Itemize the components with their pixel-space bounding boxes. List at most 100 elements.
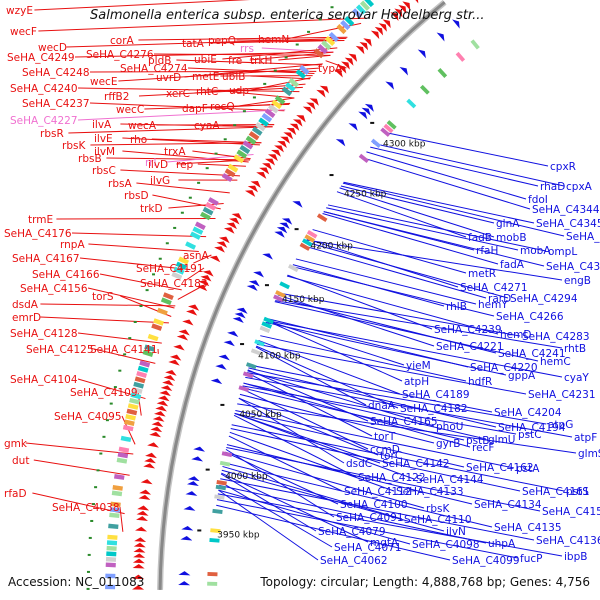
gc-skew-mark <box>86 570 90 573</box>
reverse-gene-connector <box>322 212 499 265</box>
forward-gene-arrow <box>196 284 208 292</box>
forward-gene-label: dapF <box>182 103 208 115</box>
reverse-gene-connector <box>245 376 573 438</box>
reverse-gene-connector <box>219 481 333 548</box>
forward-gene-arrow <box>226 222 238 230</box>
cog-category-band <box>160 297 172 306</box>
reverse-gene-arrow <box>399 66 408 76</box>
kbp-scale-label: 4100 kbp <box>258 352 301 362</box>
forward-gene-arrow <box>341 61 350 70</box>
reverse-gene-label: pstB <box>466 435 489 447</box>
cog-category-band <box>351 8 363 19</box>
reverse-gene-label: cpxA <box>566 181 593 193</box>
cog-category-band <box>139 360 151 368</box>
reverse-gene-arrow <box>232 317 244 324</box>
gc-skew-mark <box>99 452 103 455</box>
cog-category-band <box>109 507 121 513</box>
reverse-gene-connector <box>243 382 471 448</box>
reverse-gene-label: SeHA_C4112 <box>344 486 412 498</box>
gc-skew-mark <box>284 56 288 59</box>
cog-category-band <box>112 485 123 491</box>
map-title: Salmonella enterica subsp. enterica sero… <box>90 8 485 23</box>
forward-gene-label: rho <box>130 134 147 146</box>
reverse-gene-label: SeHA_C4099 <box>452 555 520 567</box>
forward-gene-arrow <box>244 190 256 197</box>
forward-gene-label: trkH <box>250 55 272 67</box>
cog-category-band <box>144 344 156 352</box>
forward-gene-arrow <box>228 217 240 225</box>
forward-gene-arrow <box>137 505 150 511</box>
forward-gene-label: udp <box>229 85 249 97</box>
cog-category-band <box>383 123 394 134</box>
reverse-gene-label: SeHA_C4239 <box>434 324 502 336</box>
cog-category-band <box>210 528 221 534</box>
reverse-gene-arrow <box>218 354 230 361</box>
reverse-gene-connector <box>361 157 531 210</box>
cog-category-band <box>364 0 375 8</box>
cog-category-band <box>214 494 225 500</box>
forward-gene-label: rfaD <box>4 488 27 500</box>
forward-gene-arrow <box>262 163 273 170</box>
reverse-gene-arrow <box>186 481 199 487</box>
reverse-gene-label: SeHA_C4161 <box>522 486 590 498</box>
reverse-gene-arrow <box>215 364 227 370</box>
reverse-gene-label: SeHA_C4325 <box>546 261 600 273</box>
forward-gene-arrow <box>133 553 146 558</box>
cog-category-band <box>105 562 116 568</box>
forward-gene-label: gmk <box>4 438 28 450</box>
topology-text: Topology: circular; Length: 4,888,768 bp… <box>260 575 590 589</box>
forward-gene-label: SeHA_C4109 <box>70 387 138 399</box>
reverse-gene-connector <box>222 465 403 520</box>
forward-gene-connector <box>120 123 273 128</box>
forward-gene-label: SeHA_C4128 <box>10 328 78 340</box>
reverse-gene-connector <box>303 245 487 299</box>
gc-skew-mark <box>113 386 117 389</box>
forward-gene-arrow <box>218 236 230 244</box>
cog-category-band <box>173 266 185 275</box>
cog-category-band <box>248 131 260 141</box>
forward-gene-label: wecA <box>128 120 157 132</box>
cog-category-band <box>242 140 254 150</box>
reverse-gene-label: gppA <box>508 370 536 382</box>
reverse-gene-arrow <box>193 446 206 452</box>
forward-gene-arrow <box>138 494 151 500</box>
reverse-gene-connector <box>277 294 435 347</box>
forward-gene-label: wzyE <box>6 5 33 17</box>
reverse-gene-arrow <box>452 19 460 29</box>
kbp-tick-mark <box>220 403 225 406</box>
reverse-gene-connector <box>342 182 565 237</box>
cog-category-band <box>207 197 219 206</box>
forward-gene-label: pldB <box>148 55 171 67</box>
reverse-gene-arrow <box>364 103 374 112</box>
gc-skew-mark <box>307 30 311 33</box>
forward-gene-arrow <box>202 270 214 277</box>
reverse-gene-label: gyrB <box>436 438 460 450</box>
cog-category-band <box>130 392 142 400</box>
reverse-gene-label: phoU <box>436 421 463 433</box>
reverse-gene-connector <box>243 382 487 440</box>
gc-skew-mark <box>139 305 143 308</box>
forward-gene-arrow <box>302 106 313 115</box>
kbp-tick-mark <box>240 343 245 346</box>
forward-gene-label: pepQ <box>208 35 236 47</box>
cog-category-band <box>110 501 121 508</box>
forward-gene-connector <box>250 75 310 80</box>
cog-category-band <box>324 35 336 47</box>
forward-gene-arrow <box>132 585 145 590</box>
cog-category-band <box>151 323 163 331</box>
forward-gene-label: SeHA_C4095 <box>54 411 122 423</box>
forward-gene-arrow <box>394 8 403 18</box>
reverse-gene-arrow <box>248 280 260 287</box>
gc-skew-mark <box>180 211 184 214</box>
reverse-gene-label: SeHA_C4142 <box>382 458 450 470</box>
forward-gene-label: SeHA_C4167 <box>12 253 80 265</box>
cog-category-band <box>178 256 189 265</box>
forward-gene-label: SeHA_C4183 <box>140 278 208 290</box>
cog-category-band <box>207 571 218 577</box>
cog-category-band <box>304 234 315 243</box>
cog-category-band <box>340 19 351 31</box>
reverse-gene-label: SeHA_C4133 <box>396 486 464 498</box>
cog-category-band <box>147 333 159 342</box>
